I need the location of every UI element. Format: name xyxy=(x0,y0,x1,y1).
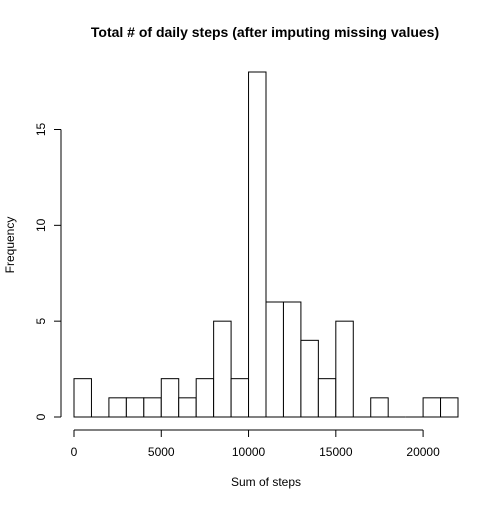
chart-title: Total # of daily steps (after imputing m… xyxy=(91,24,439,40)
histogram-bar-12 xyxy=(282,301,302,418)
histogram-bar-3 xyxy=(125,397,145,418)
histogram-bar-11 xyxy=(265,301,284,418)
x-axis: 0 5000 10000 15000 20000 xyxy=(71,429,440,459)
histogram-bar-21 xyxy=(440,397,459,418)
histogram-bar-6 xyxy=(178,397,197,418)
histogram-bar-9 xyxy=(230,378,250,418)
y-tick-label-0: 0 xyxy=(34,413,48,420)
histogram-bar-8 xyxy=(213,320,232,418)
histogram-bar-20 xyxy=(422,397,442,418)
x-axis-label: Sum of steps xyxy=(231,475,301,489)
y-axis: 0 5 10 15 xyxy=(34,123,62,420)
histogram-bar-2 xyxy=(108,397,127,418)
histogram-bar-15 xyxy=(335,320,354,418)
bars-group xyxy=(73,71,459,418)
histogram-bar-4 xyxy=(143,397,162,418)
histogram-bar-14 xyxy=(317,378,337,418)
x-tick-label-0: 0 xyxy=(71,445,78,459)
x-tick-label-3: 15000 xyxy=(319,445,353,459)
histogram-bar-0 xyxy=(73,378,92,418)
y-tick-label-3: 15 xyxy=(34,123,48,137)
histogram-bar-10 xyxy=(248,71,267,418)
histogram-bar-13 xyxy=(300,339,319,418)
y-axis-label: Frequency xyxy=(3,217,17,274)
x-tick-label-2: 10000 xyxy=(232,445,266,459)
x-tick-label-4: 20000 xyxy=(406,445,440,459)
y-tick-label-2: 10 xyxy=(34,218,48,232)
y-tick-label-1: 5 xyxy=(34,318,48,325)
histogram-bar-5 xyxy=(160,378,180,418)
histogram-bar-17 xyxy=(370,397,389,418)
histogram-bar-7 xyxy=(195,378,215,418)
x-tick-label-1: 5000 xyxy=(148,445,175,459)
